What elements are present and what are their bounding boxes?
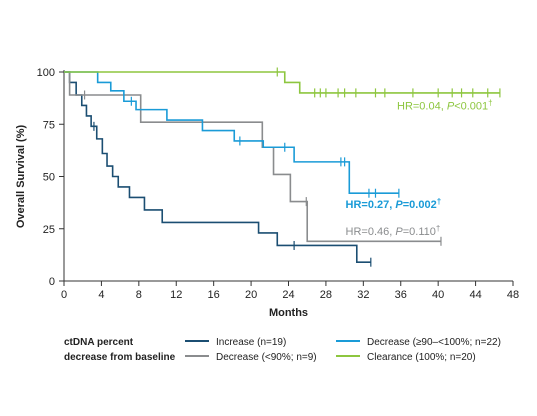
x-tick-label: 24 [282,289,294,301]
y-tick-label: 75 [43,119,55,131]
y-tick-label: 50 [43,172,55,184]
series-line-0 [64,71,371,263]
y-axis-label: Overall Survival (%) [15,125,27,229]
x-tick-label: 12 [170,289,182,301]
series-line-3 [64,71,500,94]
y-tick-label: 100 [37,67,55,79]
y-tick-label: 25 [43,224,55,236]
x-tick-label: 28 [320,289,332,301]
legend-title: ctDNA percent [64,337,134,348]
x-tick-label: 44 [469,289,481,301]
x-tick-label: 40 [432,289,444,301]
x-tick-label: 32 [357,289,369,301]
x-tick-label: 16 [208,289,220,301]
legend-title: decrease from baseline [64,352,176,363]
hazard-ratio-annotations: HR=0.04, P<0.001† HR=0.27, P=0.002† HR=0.4… [346,99,493,238]
hr-annotation-2: HR=0.46, P=0.110† [346,224,441,238]
y-tick-label: 0 [49,276,55,288]
series-line-2 [64,71,399,195]
x-tick-label: 4 [98,289,104,301]
x-tick-label: 0 [61,289,67,301]
x-tick-label: 36 [395,289,407,301]
x-tick-label: 20 [245,289,257,301]
hr-annotation-1: HR=0.27, P=0.002† [346,197,442,211]
survival-curves [64,67,501,267]
x-axis-label: Months [269,307,308,319]
x-tick-label: 48 [507,289,519,301]
legend-label-3: Clearance (100%; n=20) [367,352,476,363]
chart-axes: 0 4 8 12 16 20 24 28 32 36 40 44 480255075100MonthsO… [15,67,519,319]
legend-label-2: Decrease (≥90–<100%; n=22) [367,337,501,348]
x-tick-label: 8 [136,289,142,301]
legend-label-1: Decrease (<90%; n=9) [216,352,317,363]
legend-label-0: Increase (n=19) [216,337,286,348]
legend: ctDNA percent decrease from baseline Incre… [64,337,501,363]
hr-annotation-0: HR=0.04, P<0.001† [397,99,493,113]
